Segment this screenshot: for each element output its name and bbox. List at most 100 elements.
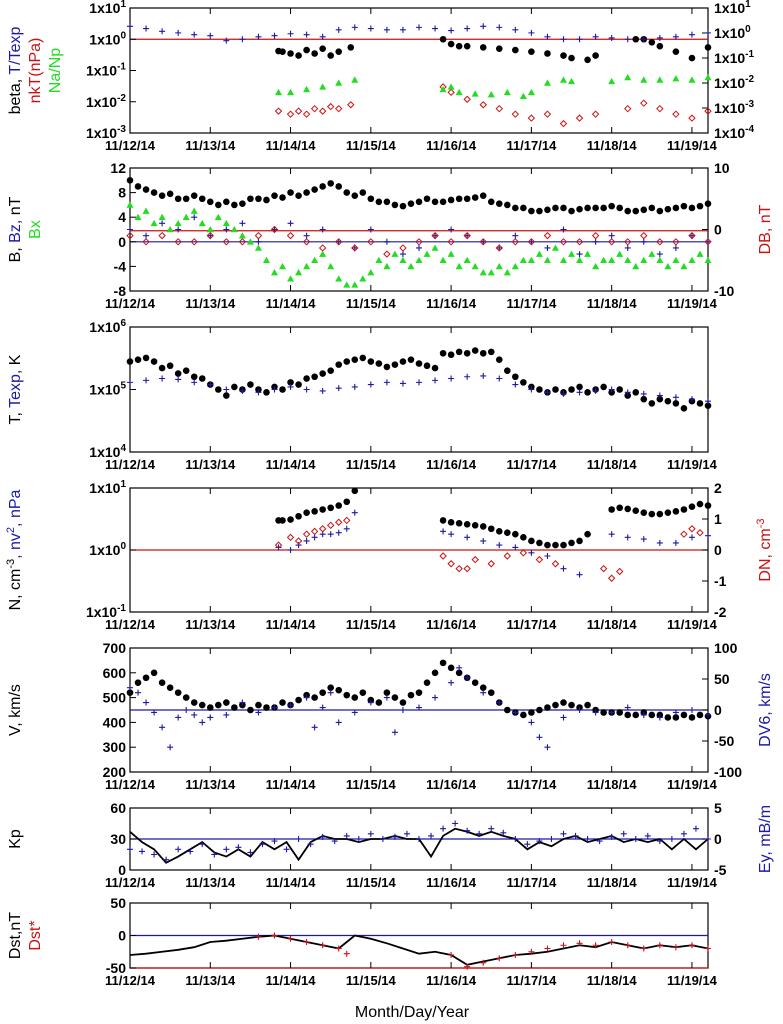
data-point [575,114,584,122]
data-point [528,29,535,36]
y-tick-label-right: 1x101 [714,0,751,16]
data-point [656,392,663,399]
panel-dst: -50 0 50 11/12/14 11/13/14 11/14/14 11/15/14 11… [7,895,718,988]
data-point [559,238,568,246]
data-point [391,833,398,840]
data-point [247,195,254,203]
data-point [439,198,447,206]
data-point [471,194,479,201]
data-point [640,76,648,83]
y-tick-label: 1x106 [89,318,126,335]
y-tick-label-right: -10 [714,283,734,299]
data-point [624,104,632,113]
data-point [512,373,519,381]
data-point [616,504,623,512]
data-point [536,207,543,215]
data-point [295,269,303,276]
x-tick-label: 11/12/14 [105,138,156,153]
data-point [310,104,319,113]
data-point [543,110,552,118]
data-point [271,269,278,276]
data-point [319,689,326,696]
data-point [447,518,455,526]
data-point [239,699,246,706]
data-point [343,832,350,839]
data-point [496,699,503,706]
data-point [127,226,133,233]
data-point [383,262,391,270]
data-point [351,192,359,199]
x-tick-label: 11/14/14 [266,875,317,890]
data-point [191,379,198,386]
data-point [158,679,166,687]
data-point [656,251,663,258]
data-point [351,244,358,251]
data-point [391,729,398,736]
data-point [439,35,447,43]
data-point [536,734,543,741]
data-point [207,714,214,721]
series-black [126,347,712,412]
data-point [600,709,607,716]
data-point [150,358,158,365]
data-point [696,250,704,257]
x-tick-label: 11/15/14 [346,138,397,153]
data-point [600,256,608,264]
data-point [480,959,487,966]
data-point [528,48,535,55]
data-point [608,386,615,393]
data-point [615,567,624,576]
data-point [527,238,536,246]
data-point [303,46,310,54]
data-point [271,226,278,233]
data-point [303,262,311,270]
data-point [407,262,415,270]
data-point [191,214,198,221]
y-tick-label-right: 1 [714,511,722,527]
data-point [608,256,616,264]
data-point [672,204,680,212]
data-point [511,110,520,118]
data-point [207,381,214,388]
data-point [688,204,696,212]
data-point [166,362,174,370]
y-tick-label-right: 5 [714,800,722,816]
data-point [648,38,656,46]
data-point [448,952,455,958]
data-point [127,684,133,691]
data-point [560,36,567,43]
data-point [548,836,555,842]
data-point [576,537,583,545]
data-point [640,99,648,107]
data-point [584,701,591,709]
data-point [263,704,270,711]
data-point [275,88,283,96]
x-tick-label: 11/19/14 [667,138,718,153]
data-point [463,42,471,50]
data-point [471,522,479,529]
x-tick-label: 11/17/14 [506,138,557,153]
data-point [464,827,471,834]
data-point [576,707,583,713]
data-point [319,506,326,513]
data-point [311,508,318,515]
data-point [624,207,632,215]
data-point [584,250,592,257]
y-axis-label-secondary: Dst* [27,920,44,950]
data-point [704,256,712,264]
data-point [439,85,447,93]
data-point [447,560,455,568]
y-tick-label: 1x100 [89,541,126,558]
x-tick-label: 11/16/14 [426,777,477,792]
data-point [447,196,455,204]
data-point [271,32,278,39]
data-point [440,825,447,832]
data-point [504,367,511,374]
data-point [576,571,583,578]
x-tick-label: 11/12/14 [105,875,156,890]
x-tick-label: 11/16/14 [426,138,477,153]
data-point [624,256,632,264]
data-point [640,238,647,245]
data-point [640,256,648,264]
data-point [367,699,374,706]
